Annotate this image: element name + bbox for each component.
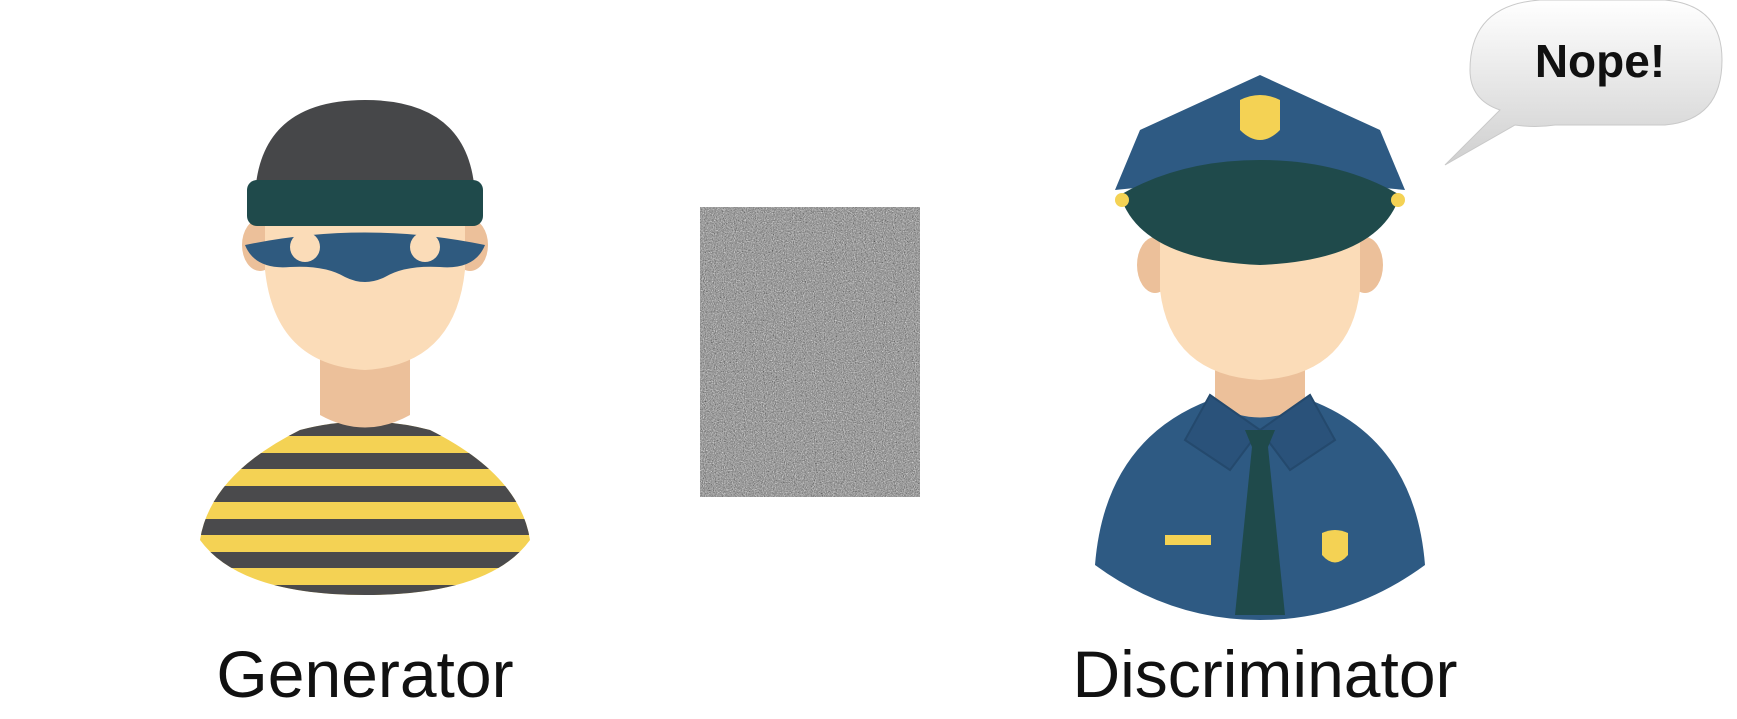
generator-label: Generator [216,637,514,711]
police-officer-icon [1095,75,1425,620]
speech-bubble-text: Nope! [1534,35,1666,87]
discriminator-label: Discriminator [1072,637,1458,711]
burglar-icon [200,100,530,595]
speech-bubble [1444,0,1723,166]
noise-image [700,207,920,497]
